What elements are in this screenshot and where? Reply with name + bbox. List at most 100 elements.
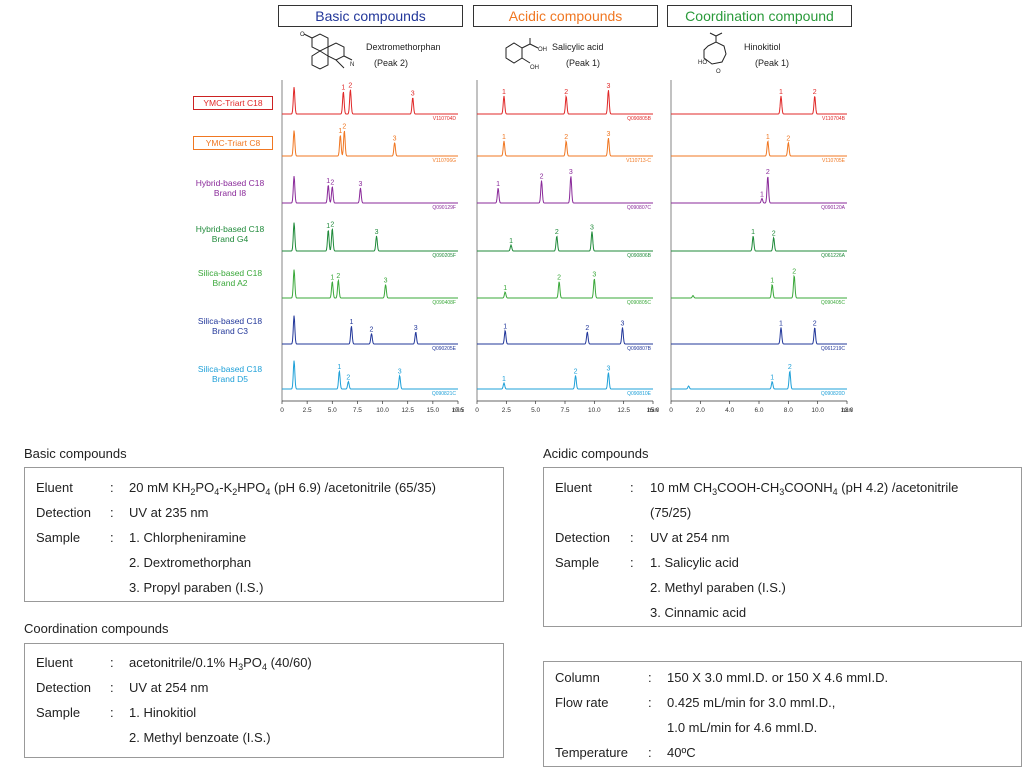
- peak-label: 2: [348, 82, 352, 89]
- x-tick-label: 2.5: [502, 407, 511, 414]
- flow-rate-value-cont: 1.0 mL/min for 4.6 mmI.D.: [667, 720, 818, 735]
- peak-label: 2: [574, 369, 578, 376]
- eluent-key: Eluent: [36, 480, 73, 495]
- peak-label: 3: [592, 272, 596, 279]
- peak-label: 2: [585, 325, 589, 332]
- colon: :: [110, 655, 114, 670]
- colon: :: [648, 745, 652, 760]
- peak-label: 1: [337, 364, 341, 371]
- chromatogram-trace: [671, 327, 847, 345]
- eluent-key: Eluent: [555, 480, 592, 495]
- run-code-label: V110704B: [822, 116, 846, 122]
- chromatogram-trace: [671, 176, 847, 204]
- svg-text:HO: HO: [698, 60, 707, 66]
- run-code-label: Q090807C: [627, 205, 652, 211]
- run-code-label: Q061219C: [821, 346, 846, 352]
- peak-label: 3: [414, 325, 418, 332]
- eluent-value: 10 mM CH3COOH-CH3COONH4 (pH 4.2) /aceton…: [650, 480, 959, 497]
- run-code-label: Q090810E: [627, 391, 652, 397]
- run-code-label: V110705E: [822, 158, 846, 164]
- temperature-value: 40ºC: [667, 745, 696, 760]
- peak-label: 2: [813, 89, 817, 96]
- x-tick-label: 5.0: [328, 407, 337, 414]
- peak-label: 2: [346, 375, 350, 382]
- run-code-label: V110713-C: [626, 158, 651, 164]
- x-tick-label: 10.0: [588, 407, 601, 414]
- peak-label: 3: [411, 91, 415, 98]
- peak-label: 1: [503, 285, 507, 292]
- colon: :: [648, 670, 652, 685]
- section-title-acidic: Acidic compounds: [543, 446, 649, 461]
- peak-label: 2: [564, 89, 568, 96]
- run-code-label: Q090120A: [821, 205, 846, 211]
- x-tick-label: 4.0: [725, 407, 734, 414]
- salicylic-acid-structure-icon: OH OH: [505, 38, 547, 71]
- panel-title-acidic: Acidic compounds: [473, 5, 658, 27]
- peak-label: 1: [496, 181, 500, 188]
- peak-label: 2: [370, 327, 374, 334]
- compound-peak-acidic: (Peak 1): [566, 58, 601, 68]
- x-tick-label: 10.0: [811, 407, 824, 414]
- chromatogram-trace: [671, 95, 847, 115]
- colon: :: [630, 480, 634, 495]
- peak-label: 1: [326, 178, 330, 185]
- chromatogram-trace: [477, 278, 653, 299]
- peak-label: 1: [509, 238, 513, 245]
- x-tick-label: 5.0: [531, 407, 540, 414]
- chromatogram-trace: [477, 90, 653, 115]
- chromatogram-trace: [282, 269, 458, 299]
- run-code-label: Q090820D: [821, 391, 846, 397]
- chromatogram-trace: [671, 370, 847, 390]
- peak-label: 1: [770, 375, 774, 382]
- peak-label: 2: [540, 174, 544, 181]
- x-tick-label: 17.5: [452, 407, 464, 414]
- detection-value: UV at 235 nm: [129, 505, 209, 520]
- chromatogram-trace: [477, 176, 653, 204]
- compound-peak-basic: (Peak 2): [374, 58, 409, 68]
- row-label-hybrid-i8: Hybrid-based C18 Brand I8: [195, 178, 265, 198]
- svg-text:OH: OH: [530, 65, 539, 71]
- peak-label: 2: [788, 364, 792, 371]
- chromatogram-trace: [477, 327, 653, 345]
- eluent-value: 20 mM KH2PO4-K2HPO4 (pH 6.9) /acetonitri…: [129, 480, 436, 497]
- peak-label: 2: [557, 275, 561, 282]
- peak-label: 3: [606, 131, 610, 138]
- colon: :: [110, 680, 114, 695]
- peak-label: 3: [621, 321, 625, 328]
- row-label-silica-d5: Silica-based C18 Brand D5: [197, 364, 263, 384]
- peak-label: 3: [606, 366, 610, 373]
- eluent-value-cont: (75/25): [650, 505, 692, 520]
- peak-label: 2: [330, 222, 334, 229]
- column-key: Column: [555, 670, 600, 685]
- x-tick-label: 12.0: [841, 407, 853, 414]
- peak-label: 1: [766, 134, 770, 141]
- svg-text:O: O: [300, 32, 305, 38]
- peak-label: 1: [326, 223, 330, 230]
- peak-label: 2: [813, 321, 817, 328]
- run-code-label: V110706G: [432, 158, 456, 164]
- run-code-label: Q090205E: [432, 346, 457, 352]
- svg-text:OH: OH: [538, 47, 547, 53]
- panel-title-coordination: Coordination compound: [667, 5, 852, 27]
- flow-rate-key: Flow rate: [555, 695, 609, 710]
- chromatogram-acidic: 1 2 3 Q090805B 1 2 3 V110713-C 1 2 3 Q090807C 1 2 3 Q09…: [475, 80, 659, 414]
- x-unit-label: min: [453, 407, 464, 414]
- x-tick-label: 8.0: [784, 407, 793, 414]
- svg-text:N: N: [350, 62, 354, 68]
- x-tick-label: 2.5: [303, 407, 312, 414]
- run-code-label: Q090405C: [821, 300, 846, 306]
- x-tick-label: 15.0: [647, 407, 659, 414]
- colon: :: [110, 705, 114, 720]
- chromatogram-trace: [477, 138, 653, 157]
- sample-item: 1. Salicylic acid: [650, 555, 739, 570]
- row-label-ymc-c18: YMC-Triart C18: [193, 96, 273, 110]
- peak-label: 1: [779, 89, 783, 96]
- chromatogram-trace: [282, 176, 458, 204]
- x-tick-label: 0: [280, 407, 284, 414]
- peak-label: 3: [384, 278, 388, 285]
- eluent-value: acetonitrile/0.1% H3PO4 (40/60): [129, 655, 312, 672]
- chromatogram-trace: [282, 130, 458, 157]
- sample-item: 1. Chlorpheniramine: [129, 530, 247, 545]
- row-label-silica-c3: Silica-based C18 Brand C3: [197, 316, 263, 336]
